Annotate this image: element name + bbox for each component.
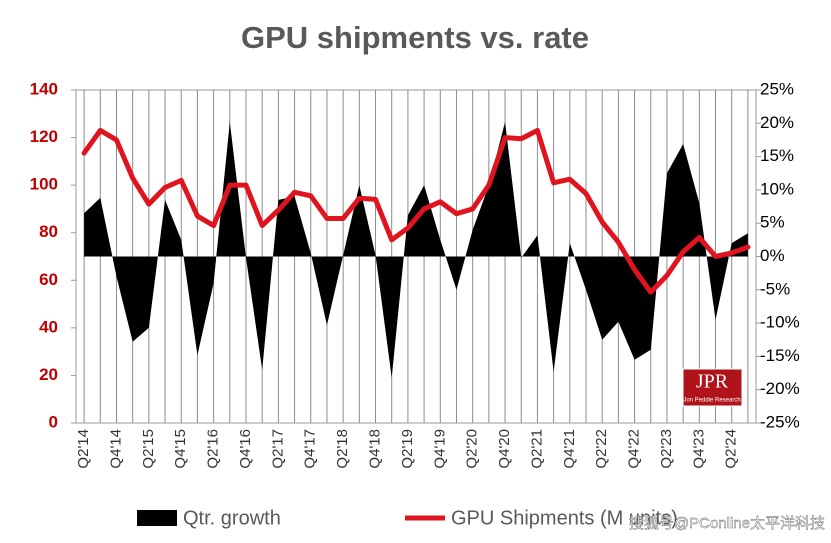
chart-title: GPU shipments vs. rate — [241, 20, 589, 55]
x-tick-label: Q2'18 — [334, 429, 351, 469]
y2-tick-label: -25% — [760, 412, 800, 431]
x-tick-label: Q2'20 — [464, 429, 481, 469]
legend-label: Qtr. growth — [183, 507, 281, 529]
legend-swatch — [137, 510, 177, 526]
x-tick-label: Q4'18 — [366, 429, 383, 469]
x-tick-label: Q4'23 — [690, 429, 707, 469]
x-tick-label: Q4'17 — [302, 429, 319, 469]
y2-tick-label: 5% — [760, 213, 785, 232]
y-tick-label: 60 — [39, 270, 58, 289]
watermark: 搜狐号@PConline太平洋科技 — [629, 515, 825, 532]
y2-tick-label: 0% — [760, 246, 785, 265]
logo-text: JPR — [696, 371, 729, 393]
x-tick-label: Q2'21 — [528, 429, 545, 469]
line — [81, 127, 751, 295]
logo-subtitle: Jon Peddie Research — [683, 398, 740, 404]
x-tick-label: Q2'24 — [723, 429, 740, 469]
y2-tick-label: -20% — [760, 379, 800, 398]
x-tick-label: Q2'17 — [269, 429, 286, 469]
y-tick-label: 120 — [30, 127, 58, 146]
x-tick-label: Q4'14 — [107, 429, 124, 469]
x-tick-label: Q2'22 — [593, 429, 610, 469]
y2-tick-label: 10% — [760, 179, 794, 198]
logo-box — [682, 368, 743, 407]
y-tick-label: 40 — [39, 317, 58, 336]
y-tick-label: 20 — [39, 365, 58, 384]
x-tick-label: Q4'15 — [172, 429, 189, 469]
x-tick-label: Q4'20 — [496, 429, 513, 469]
y-tick-label: 140 — [30, 79, 58, 98]
y-tick-label: 0 — [49, 412, 58, 431]
x-tick-label: Q2'19 — [399, 429, 416, 469]
y2-tick-label: 20% — [760, 113, 794, 132]
legend-label: GPU Shipments (M units) — [451, 507, 678, 529]
x-tick-label: Q4'21 — [561, 429, 578, 469]
y2-tick-label: -5% — [760, 279, 790, 298]
x-tick-label: Q2'14 — [75, 429, 92, 469]
x-tick-label: Q2'15 — [140, 429, 157, 469]
y2-tick-label: -15% — [760, 346, 800, 365]
y2-tick-label: 15% — [760, 146, 794, 165]
y2-tick-label: -10% — [760, 313, 800, 332]
x-tick-label: Q2'23 — [658, 429, 675, 469]
x-tick-label: Q2'16 — [205, 429, 222, 469]
x-tick-label: Q4'22 — [626, 429, 643, 469]
y-tick-label: 100 — [30, 175, 58, 194]
y-tick-label: 80 — [39, 222, 58, 241]
x-tick-label: Q4'19 — [431, 429, 448, 469]
y2-tick-label: 25% — [760, 79, 794, 98]
area — [84, 121, 748, 378]
x-tick-label: Q4'16 — [237, 429, 254, 469]
